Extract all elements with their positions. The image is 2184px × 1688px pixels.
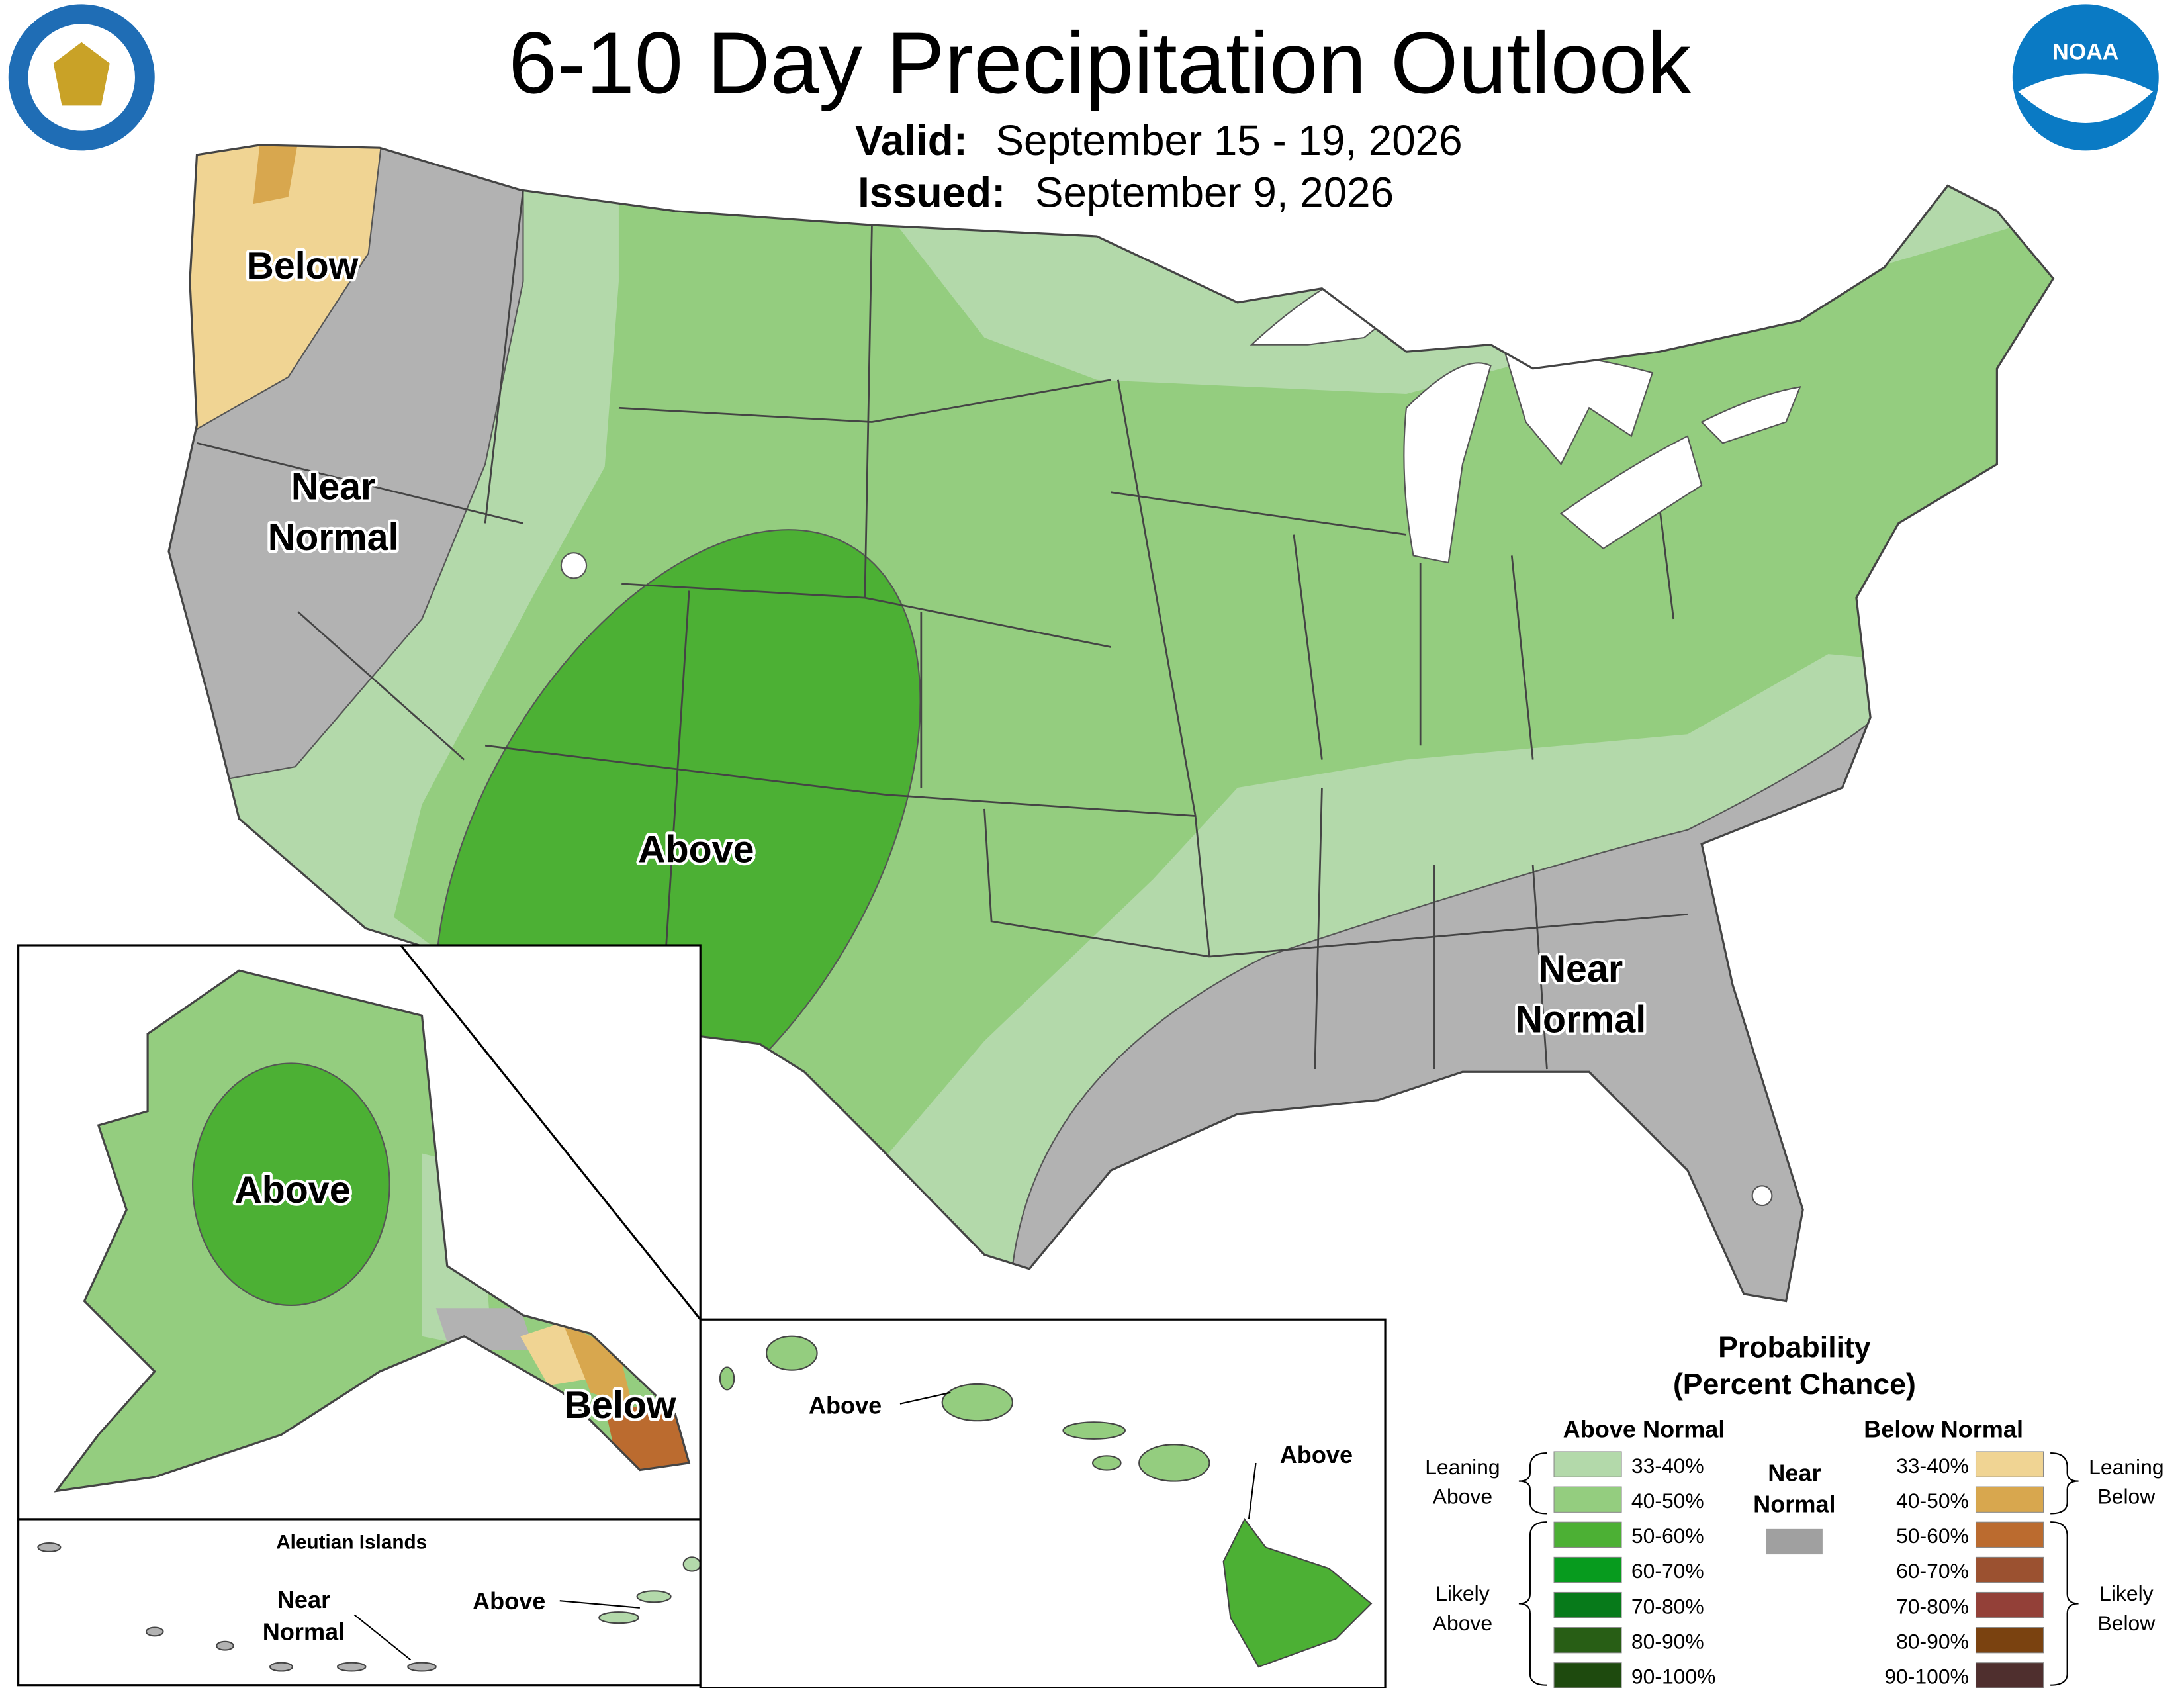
legend-group-label: Likely xyxy=(2099,1581,2154,1605)
map-label: Near xyxy=(277,1586,330,1613)
ak-below-40 xyxy=(562,1322,633,1407)
legend-swatch xyxy=(1975,1486,2044,1513)
title: 6-10 Day Precipitation Outlook xyxy=(508,14,1692,111)
legend-swatch xyxy=(1975,1591,2044,1618)
map-labels: Below Near Normal Above Near Normal Above Below… xyxy=(232,242,1649,1648)
aleutian-islands xyxy=(37,1542,437,1672)
ak-above-50 xyxy=(192,1062,390,1307)
legend-near-label: Normal xyxy=(1753,1490,1835,1517)
legend-item-label: 90-100% xyxy=(1631,1665,1716,1688)
map-label: Above xyxy=(234,1169,350,1211)
legend-swatch xyxy=(1975,1521,2044,1548)
legend-item-label: 40-50% xyxy=(1631,1489,1704,1513)
aleutian-inset xyxy=(17,1518,702,1687)
legend-title: Probability xyxy=(1718,1332,1871,1364)
zone-below-nw xyxy=(168,144,384,430)
map-label: Normal xyxy=(263,1618,345,1646)
legend-bracket xyxy=(1518,1521,1547,1686)
pointer xyxy=(1248,1462,1257,1520)
legend-title: (Percent Chance) xyxy=(1673,1368,1916,1401)
legend-group-label: Leaning xyxy=(2089,1455,2163,1479)
hawaii-islands xyxy=(719,1335,1210,1482)
legend-near-label: Near xyxy=(1768,1460,1821,1487)
legend-item-label: 80-90% xyxy=(1631,1629,1704,1653)
legend-swatch xyxy=(1553,1627,1622,1654)
legend-swatch xyxy=(1553,1451,1622,1477)
map-label: Above xyxy=(1280,1441,1353,1468)
ak-below-33 xyxy=(520,1322,591,1386)
legend-group-label: Below xyxy=(2097,1485,2156,1509)
legend-item-label: 33-40% xyxy=(1896,1454,1969,1477)
zone-below-nw-40 xyxy=(253,144,298,205)
legend-heading: Below Normal xyxy=(1864,1416,2023,1443)
legend: Probability (Percent Chance) Above Normal B… xyxy=(1425,1332,2164,1688)
legend-swatch xyxy=(1975,1451,2044,1477)
pointer xyxy=(899,1391,951,1405)
valid-value: September 15 - 19, 2026 xyxy=(995,117,1462,164)
legend-item-label: 60-70% xyxy=(1896,1559,1969,1583)
legend-item-label: 50-60% xyxy=(1896,1524,1969,1548)
alaska-outline xyxy=(54,969,691,1493)
legend-swatch xyxy=(1553,1556,1622,1583)
legend-bracket xyxy=(1518,1452,1547,1515)
pointer xyxy=(559,1600,640,1609)
seal-emblem xyxy=(53,42,110,106)
legend-item-label: 70-80% xyxy=(1631,1594,1704,1618)
valid-label: Valid: xyxy=(855,117,968,164)
hawaii-big-island xyxy=(1222,1517,1373,1668)
map-label: Near xyxy=(291,465,376,508)
legend-item-label: 90-100% xyxy=(1884,1665,1969,1688)
legend-swatch xyxy=(1975,1662,2044,1688)
legend-heading: Above Normal xyxy=(1563,1416,1725,1443)
aleutian-east xyxy=(598,1556,702,1624)
noaa-logo-text: NOAA xyxy=(2052,39,2118,64)
legend-group-label: Above xyxy=(1433,1485,1492,1509)
legend-group-label: Above xyxy=(1433,1611,1492,1635)
legend-item-label: 50-60% xyxy=(1631,1524,1704,1548)
aleutian-title: Aleutian Islands xyxy=(276,1532,427,1554)
map-label: Above xyxy=(638,829,754,871)
legend-swatch xyxy=(1553,1662,1622,1688)
map-label: Near xyxy=(1539,948,1623,990)
legend-swatch xyxy=(1975,1556,2044,1583)
map-label: Above xyxy=(473,1587,545,1615)
map-label: Below xyxy=(246,245,358,287)
map-label: Normal xyxy=(1516,999,1647,1041)
issued-value: September 9, 2026 xyxy=(1035,168,1394,216)
legend-item-label: 40-50% xyxy=(1896,1489,1969,1513)
legend-swatch xyxy=(1766,1528,1823,1555)
legend-group-label: Likely xyxy=(1435,1581,1490,1605)
map-label: Normal xyxy=(268,516,399,559)
legend-item-label: 80-90% xyxy=(1896,1629,1969,1653)
legend-item-label: 60-70% xyxy=(1631,1559,1704,1583)
map-label: Above xyxy=(809,1392,882,1419)
legend-swatch xyxy=(1553,1591,1622,1618)
pointer xyxy=(353,1614,412,1661)
legend-swatch xyxy=(1553,1486,1622,1513)
legend-swatch xyxy=(1553,1521,1622,1548)
legend-bracket xyxy=(2050,1521,2079,1686)
state-lines xyxy=(197,189,1688,1070)
legend-item-label: 70-80% xyxy=(1896,1594,1969,1618)
inset-connector xyxy=(400,944,702,1321)
issued-label: Issued: xyxy=(858,168,1005,216)
legend-swatch xyxy=(1975,1627,2044,1654)
legend-group-label: Leaning xyxy=(1425,1455,1500,1479)
noaa-logo-wave xyxy=(2018,73,2154,123)
legend-bracket xyxy=(2050,1452,2079,1515)
legend-item-label: 33-40% xyxy=(1631,1454,1704,1477)
map-label: Below xyxy=(565,1384,676,1427)
legend-group-label: Below xyxy=(2097,1611,2156,1635)
